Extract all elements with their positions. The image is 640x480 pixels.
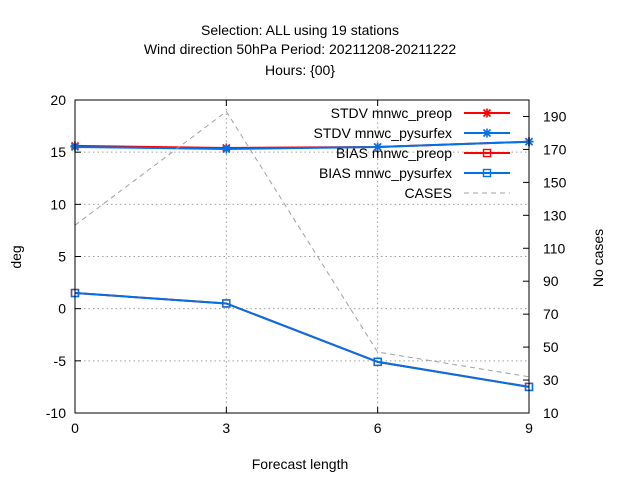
series-line xyxy=(74,292,530,388)
chart-title-line2: Wind direction 50hPa Period: 20211208-20… xyxy=(144,41,457,57)
y-tick-label: 15 xyxy=(50,144,66,160)
series-point xyxy=(222,299,231,308)
grid xyxy=(75,100,529,413)
x-tick-label: 3 xyxy=(222,420,230,436)
y2-tick-label: 70 xyxy=(543,306,559,322)
x-tick-label: 6 xyxy=(374,420,382,436)
y2-tick-label: 90 xyxy=(543,273,559,289)
x-tick-label: 9 xyxy=(525,420,533,436)
y2-tick-label: 150 xyxy=(543,174,567,190)
legend-label: STDV mnwc_pysurfex xyxy=(314,125,452,141)
chart-title-line3: Hours: {00} xyxy=(265,62,335,78)
y-axis-label: deg xyxy=(8,245,24,268)
series-line xyxy=(74,140,530,151)
y-tick-label: -5 xyxy=(54,353,67,369)
x-tick-label: 0 xyxy=(71,420,79,436)
series-point xyxy=(373,142,383,152)
y-tick-label: 20 xyxy=(50,92,66,108)
series-point xyxy=(373,357,382,367)
y-tick-label: 10 xyxy=(50,196,66,212)
legend-label: STDV mnwc_preop xyxy=(331,105,453,121)
y-tick-label: 0 xyxy=(58,301,66,317)
y2-axis-label: No cases xyxy=(590,229,606,287)
legend-marker xyxy=(482,108,492,118)
series-line xyxy=(74,292,530,388)
x-axis-label: Forecast length xyxy=(252,456,349,472)
y2-tick-label: 10 xyxy=(543,405,559,421)
legend: STDV mnwc_preop STDV mnwc_pysurfex BIAS mn… xyxy=(314,105,510,201)
legend-label: BIAS mnwc_pysurfex xyxy=(319,165,452,181)
y2-tick-label: 50 xyxy=(543,339,559,355)
y-tick-label: -10 xyxy=(46,405,66,421)
y2-tick-label: 110 xyxy=(543,240,566,256)
series-point xyxy=(221,144,231,154)
legend-marker xyxy=(482,148,492,158)
legend-label: BIAS mnwc_preop xyxy=(336,145,452,161)
legend-marker xyxy=(482,168,492,178)
y2-tick-label: 190 xyxy=(543,108,567,124)
chart-title-line1: Selection: ALL using 19 stations xyxy=(201,22,399,38)
legend-marker xyxy=(482,128,492,138)
series-line xyxy=(74,110,530,378)
y2-tick-label: 170 xyxy=(543,141,567,157)
legend-label: CASES xyxy=(405,185,452,201)
axis-ticks: -10 -5 0 5 10 15 20 0 3 6 9 10 30 50 70 90 110 130 150 170 1… xyxy=(46,92,567,436)
y2-tick-label: 130 xyxy=(543,207,567,223)
y2-tick-label: 30 xyxy=(543,372,559,388)
y-tick-label: 5 xyxy=(58,249,66,265)
